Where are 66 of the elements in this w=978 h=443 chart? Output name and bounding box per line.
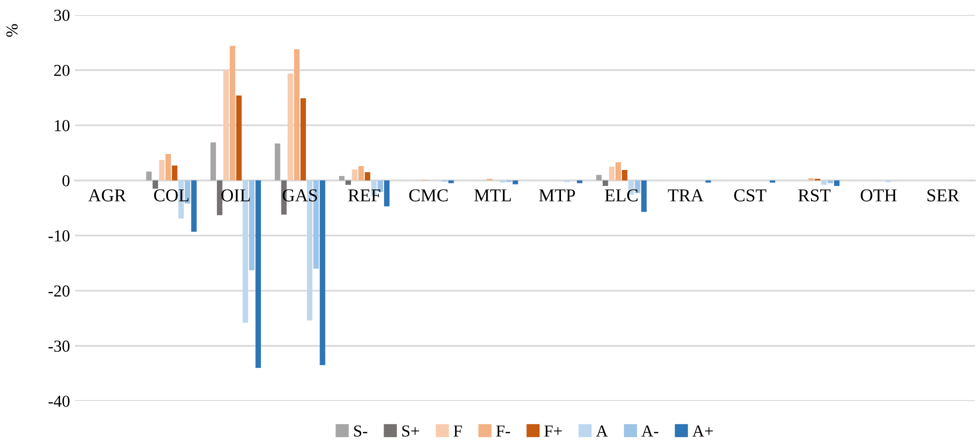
bar [191, 180, 197, 232]
bar [210, 142, 216, 180]
legend-label: A [596, 425, 608, 436]
bar [345, 180, 351, 185]
x-tick-label: MTL [474, 189, 511, 202]
bar [288, 73, 294, 180]
bar [448, 180, 454, 184]
bar [821, 180, 827, 185]
bar [249, 180, 255, 270]
x-tick-label: SER [928, 189, 960, 202]
bar [274, 143, 280, 180]
bar [352, 169, 358, 180]
x-tick-label: COL [154, 189, 188, 202]
bar [339, 176, 345, 180]
bar [834, 180, 840, 186]
y-tick-label: -10 [48, 230, 70, 242]
y-tick-label: 30 [54, 10, 70, 21]
bar [609, 166, 615, 180]
y-tick-label: 20 [54, 64, 70, 76]
bar [828, 180, 834, 184]
bar [615, 162, 621, 180]
bar [294, 49, 300, 180]
bar [622, 170, 628, 180]
bar [641, 180, 647, 212]
bar [602, 180, 608, 186]
bar [705, 180, 711, 183]
legend-label: F [454, 426, 462, 436]
bar [358, 166, 364, 180]
x-tick-label: AGR [88, 189, 126, 202]
y-tick-label: -40 [48, 396, 70, 407]
x-tick-label: RST [798, 189, 831, 202]
y-tick-label: -30 [48, 340, 70, 352]
legend-label: A- [641, 425, 658, 436]
x-tick-label: TRA [668, 189, 704, 202]
x-tick-label: CST [734, 189, 766, 202]
x-tick-label: REF [348, 189, 380, 202]
y-tick-label: 0 [62, 175, 70, 186]
bar [576, 180, 582, 184]
bar [255, 180, 261, 368]
y-tick-label: 10 [54, 120, 70, 132]
bar [320, 180, 326, 366]
bar [512, 180, 518, 184]
bar [223, 70, 229, 180]
legend-label: F- [496, 426, 510, 436]
bar [216, 180, 222, 216]
bar [300, 98, 306, 180]
bar [230, 46, 236, 180]
bar [152, 180, 158, 189]
y-tick-label: -20 [48, 285, 70, 297]
x-tick-label: OTH [860, 189, 897, 202]
bar [146, 172, 152, 180]
bar [364, 172, 370, 180]
bar [172, 166, 178, 180]
legend-label: F+ [544, 426, 562, 436]
legend-label: S- [354, 425, 368, 437]
x-tick-label: ELC [604, 189, 638, 202]
bar [384, 180, 390, 206]
bar [236, 96, 242, 180]
legend-label: S+ [402, 425, 420, 437]
x-tick-label: MTP [539, 189, 575, 202]
x-tick-label: CMC [409, 189, 448, 202]
legend-label: A+ [692, 425, 713, 436]
y-axis-title: % [6, 24, 18, 37]
bar [159, 160, 165, 180]
bar [596, 174, 602, 180]
bar [165, 154, 171, 180]
